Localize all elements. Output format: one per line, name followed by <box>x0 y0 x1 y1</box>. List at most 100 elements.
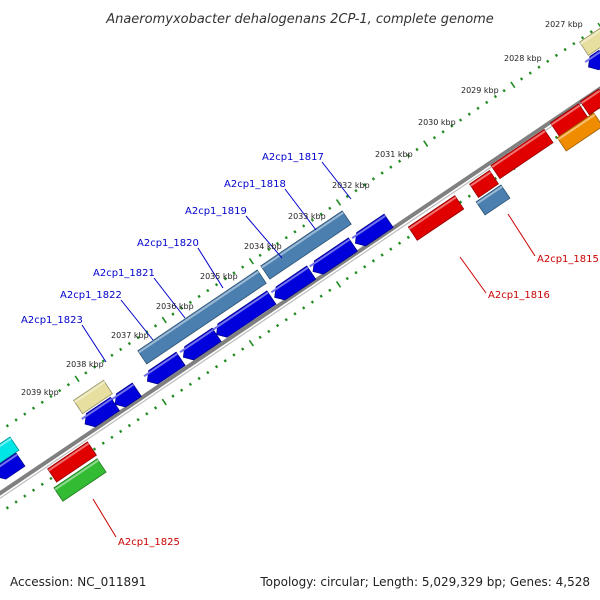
inner-tick <box>161 398 167 406</box>
kbp-label-2033: 2033 kbp <box>288 212 326 221</box>
gene-cyan-bevel <box>0 437 12 448</box>
outer-tick <box>66 382 71 387</box>
leader-forward-2 <box>284 188 317 231</box>
inner-tick <box>188 382 193 387</box>
label-leaders <box>81 161 536 538</box>
gene-a2cp1-1818-bevel <box>309 238 351 268</box>
outer-tick <box>188 300 193 305</box>
leader-forward-3 <box>245 215 283 259</box>
outer-tick <box>92 365 97 369</box>
gene-a2cp1-1822 <box>146 351 186 385</box>
outer-tick <box>380 171 384 175</box>
gene-a2cp1-1822-bevel <box>143 352 178 378</box>
outer-tick <box>214 283 219 287</box>
leader-reverse-2 <box>459 256 487 294</box>
kbp-label-2032: 2032 kbp <box>332 181 370 190</box>
outer-tick <box>519 77 524 81</box>
outer-tick <box>31 406 36 410</box>
outer-tick <box>161 316 167 324</box>
gene-a2cp1-1816 <box>407 195 465 241</box>
outer-tick <box>284 235 288 240</box>
inner-tick <box>92 447 97 451</box>
gene-a2cp1-1815 <box>475 184 511 216</box>
gene-rev-2-bevel <box>550 104 581 126</box>
inner-tick <box>223 359 227 363</box>
inner-tick <box>232 353 236 357</box>
gene-a2cp1-1816-bevel <box>408 196 457 230</box>
map-title: Anaeromyxobacter dehalogenans 2CP-1, com… <box>105 12 494 27</box>
outer-tick <box>23 412 27 416</box>
kbp-label-2034: 2034 kbp <box>244 242 282 251</box>
gene-orange <box>556 112 600 152</box>
gene-label-a2cp1-1818: A2cp1_1818 <box>224 179 286 190</box>
gene-label-a2cp1-1822: A2cp1_1822 <box>60 290 122 301</box>
gene-rev-top-bevel <box>580 90 600 105</box>
inner-tick <box>293 312 297 316</box>
gene-a2cp1-1821 <box>182 327 222 361</box>
inner-tick <box>101 441 105 445</box>
gene-a2cp1-1820-bevel <box>212 291 269 331</box>
inner-tick <box>197 376 201 381</box>
inner-tick <box>180 388 184 392</box>
kbp-label-2036: 2036 kbp <box>156 302 194 311</box>
gene-fwd-extra-bevel <box>81 398 113 420</box>
gene-label-a2cp1-1815: A2cp1_1815 <box>537 254 599 265</box>
outer-tick <box>389 165 393 169</box>
gene-orange-bevel <box>557 113 596 141</box>
outer-tick <box>267 247 271 252</box>
inner-tick <box>554 135 559 140</box>
gene-label-a2cp1-1821: A2cp1_1821 <box>93 268 155 279</box>
inner-tick <box>371 259 376 263</box>
leader-forward-7 <box>81 324 107 363</box>
inner-tick <box>119 429 123 434</box>
gene-rev-2 <box>549 103 589 137</box>
outer-tick <box>241 265 245 269</box>
genome-summary-text: Topology: circular; Length: 5,029,329 bp… <box>259 575 590 589</box>
inner-tick <box>31 488 36 492</box>
gene-khaki-1 <box>73 379 113 415</box>
outer-tick <box>293 230 297 234</box>
gene-a2cp1-1819 <box>274 265 317 301</box>
outer-tick <box>563 47 567 52</box>
gene-fwd-top-bevel <box>584 51 600 63</box>
outer-tick <box>467 112 471 116</box>
outer-tick <box>232 271 236 275</box>
leader-forward-1 <box>321 161 352 200</box>
gene-rev-top <box>579 88 600 116</box>
leader-forward-6 <box>120 299 154 341</box>
inner-tick <box>302 306 306 310</box>
inner-tick <box>467 194 471 198</box>
outer-tick <box>537 65 541 69</box>
inner-tick <box>389 247 393 251</box>
gene-a2cp1-1821-bevel <box>179 328 214 354</box>
outer-tick <box>14 418 18 422</box>
gene-a2cp1-1823 <box>114 382 142 408</box>
outer-tick <box>275 241 280 246</box>
gene-rev-4 <box>469 170 499 198</box>
gene-khaki-1-bevel <box>74 381 106 403</box>
gene-features <box>0 28 600 502</box>
outer-tick <box>171 312 175 316</box>
gene-fwd-extra <box>84 396 120 428</box>
gene-a2cp1-1817 <box>354 213 394 247</box>
outer-tick <box>119 347 123 352</box>
gene-rev-3 <box>490 128 554 180</box>
leader-reverse-3 <box>92 498 117 538</box>
gene-rev-4-bevel <box>470 171 492 187</box>
outer-tick <box>40 400 44 405</box>
outer-tick <box>476 106 480 111</box>
inner-tick <box>493 176 498 181</box>
inner-tick <box>275 323 280 328</box>
gene-a2cp1-1825 <box>53 458 107 502</box>
gene-label-a2cp1-1820: A2cp1_1820 <box>137 238 199 249</box>
kbp-labels: 2027 kbp 2028 kbp 2029 kbp 2030 kbp 2031… <box>21 20 583 397</box>
gene-label-a2cp1-1817: A2cp1_1817 <box>262 152 324 163</box>
inner-tick <box>335 281 342 288</box>
gene-khaki-2-bevel <box>580 29 600 45</box>
inner-tick <box>206 370 210 375</box>
kbp-label-2029: 2029 kbp <box>461 86 499 95</box>
inner-tick <box>145 412 149 416</box>
inner-tick <box>406 235 410 240</box>
outer-tick <box>335 199 342 206</box>
outer-tick <box>302 224 306 228</box>
